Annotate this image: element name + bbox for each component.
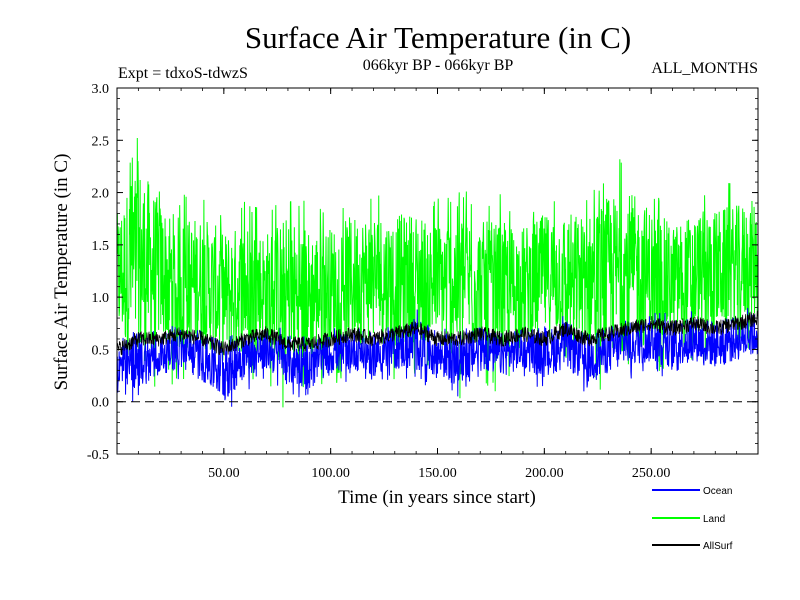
y-axis: -0.5 0.0 0.5 1.0 1.5 2.0 2.5 3.0	[87, 82, 758, 463]
chart-title: Surface Air Temperature (in C)	[245, 20, 631, 55]
y-tick-label: 1.0	[92, 291, 110, 306]
y-tick-label: 0.5	[92, 343, 110, 358]
chart-legend: Ocean Land AllSurf	[652, 486, 733, 552]
series-line-land	[116, 138, 759, 408]
x-tick-label: 100.00	[311, 466, 350, 481]
y-tick-label: 1.5	[92, 239, 110, 254]
experiment-label: Expt = tdxoS-tdwzS	[118, 65, 248, 82]
x-axis: 50.00 100.00 150.00 200.00 250.00	[137, 88, 738, 481]
x-tick-label: 250.00	[632, 466, 671, 481]
legend-label-land: Land	[703, 514, 725, 525]
y-tick-label: 0.0	[92, 396, 110, 411]
plot-series-group	[116, 138, 759, 408]
x-tick-label: 200.00	[525, 466, 564, 481]
months-label: ALL_MONTHS	[651, 60, 758, 77]
series-line-ocean	[116, 307, 759, 407]
y-tick-label: -0.5	[87, 448, 109, 463]
time-range-label: 066kyr BP - 066kyr BP	[363, 57, 514, 74]
y-tick-label: 2.0	[92, 187, 110, 202]
y-tick-label: 2.5	[92, 134, 110, 149]
y-tick-label: 3.0	[92, 82, 110, 97]
series-line-allsurf	[116, 310, 759, 356]
legend-label-ocean: Ocean	[703, 486, 732, 497]
y-axis-label: Surface Air Temperature (in C)	[51, 154, 72, 391]
x-axis-label: Time (in years since start)	[338, 487, 536, 508]
x-tick-label: 150.00	[418, 466, 457, 481]
legend-label-allsurf: AllSurf	[703, 541, 733, 552]
x-tick-label: 50.00	[208, 466, 240, 481]
